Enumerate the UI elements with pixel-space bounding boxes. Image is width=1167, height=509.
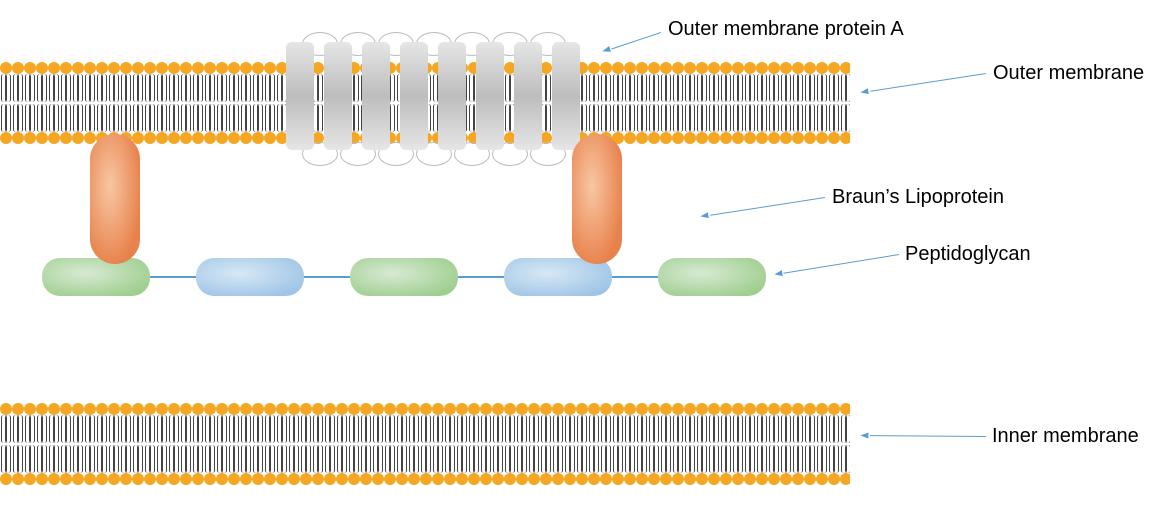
ompa-barrel-0 bbox=[286, 42, 314, 150]
braun-lipoprotein-0 bbox=[90, 134, 140, 264]
arrow-head-outer_mem bbox=[860, 88, 869, 95]
arrow-lipoprotein bbox=[710, 197, 825, 216]
label-ompa: Outer membrane protein A bbox=[668, 18, 904, 41]
arrow-head-lipoprotein bbox=[700, 212, 709, 219]
ompa-barrel-2 bbox=[362, 42, 390, 150]
ompa-barrel-7 bbox=[552, 42, 580, 150]
label-lipoprotein: Braun’s Lipoprotein bbox=[832, 186, 1004, 209]
arrow-peptidoglycan bbox=[784, 254, 899, 274]
peptidoglycan-unit-2 bbox=[350, 258, 458, 296]
label-peptidoglycan: Peptidoglycan bbox=[905, 243, 1031, 266]
inner-membrane bbox=[0, 403, 850, 485]
ompa-barrel-6 bbox=[514, 42, 542, 150]
arrow-inner_mem bbox=[870, 435, 986, 437]
ompa-barrel-3 bbox=[400, 42, 428, 150]
arrow-head-peptidoglycan bbox=[774, 270, 783, 277]
label-inner_mem: Inner membrane bbox=[992, 425, 1139, 448]
arrow-head-ompa bbox=[601, 46, 610, 54]
peptidoglycan-unit-0 bbox=[42, 258, 150, 296]
ompa-barrel-5 bbox=[476, 42, 504, 150]
label-outer_mem: Outer membrane bbox=[993, 62, 1144, 85]
arrow-head-inner_mem bbox=[860, 432, 868, 438]
ompa-barrel-1 bbox=[324, 42, 352, 150]
arrow-outer_mem bbox=[870, 73, 986, 92]
braun-lipoprotein-1 bbox=[572, 134, 622, 264]
peptidoglycan-unit-4 bbox=[658, 258, 766, 296]
peptidoglycan-unit-1 bbox=[196, 258, 304, 296]
ompa-barrel-4 bbox=[438, 42, 466, 150]
diagram-stage: Outer membrane protein A Outer membrane Br… bbox=[0, 0, 1167, 509]
arrow-ompa bbox=[611, 32, 661, 49]
